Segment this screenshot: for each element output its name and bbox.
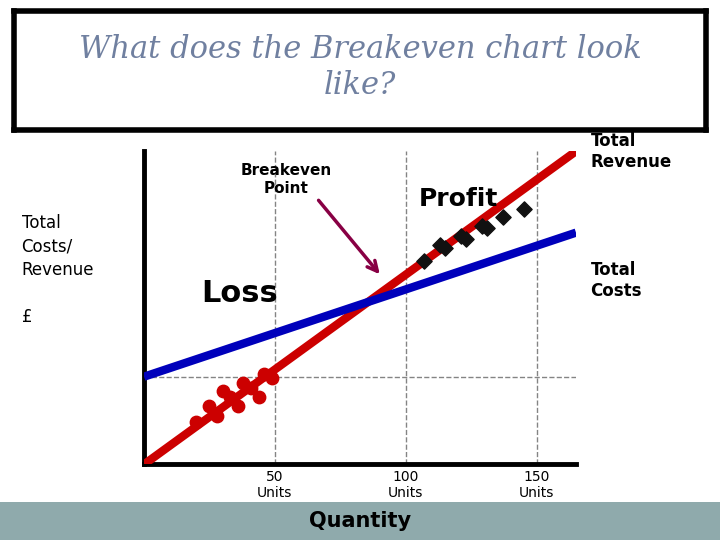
Point (439, 244, 451, 253)
Point (418, 257, 430, 266)
Point (266, 374, 278, 382)
Text: Total
Costs: Total Costs (590, 261, 642, 300)
Text: Quantity: Quantity (309, 511, 411, 531)
Point (460, 234, 472, 243)
Text: What does the Breakeven chart look
like?: What does the Breakeven chart look like? (78, 35, 642, 101)
Point (434, 241, 446, 249)
Point (191, 418, 202, 427)
Point (233, 402, 244, 411)
Point (225, 393, 236, 401)
Text: Total
Revenue: Total Revenue (590, 132, 672, 171)
Point (258, 369, 270, 378)
Point (212, 411, 223, 420)
Point (481, 224, 492, 232)
Text: Profit: Profit (419, 187, 498, 211)
Text: Total
Costs/
Revenue

£: Total Costs/ Revenue £ (22, 214, 94, 326)
Text: Loss: Loss (202, 279, 279, 308)
Point (253, 393, 265, 401)
Point (217, 387, 228, 395)
Point (476, 222, 487, 231)
Point (518, 205, 529, 213)
Point (238, 379, 249, 387)
Point (246, 383, 257, 392)
Point (204, 402, 215, 411)
Text: Breakeven
Point: Breakeven Point (241, 163, 332, 195)
Point (497, 213, 508, 221)
Point (455, 232, 467, 240)
